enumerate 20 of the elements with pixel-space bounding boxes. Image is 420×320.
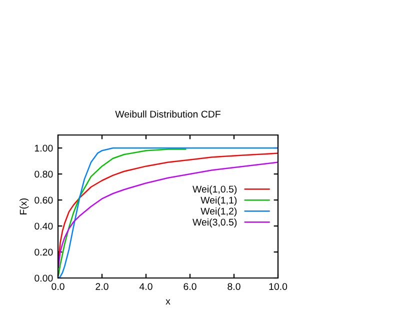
line-series: [58, 148, 186, 276]
y-tick-label: 0.60: [34, 196, 53, 204]
chart-title: Weibull Distribution CDF: [115, 110, 220, 118]
y-tick-label: 1.00: [34, 144, 53, 152]
legend-label: Wei(1,1): [200, 196, 237, 206]
x-axis-title: x: [166, 299, 170, 305]
y-tick-label: 0.00: [34, 274, 53, 282]
y-tick-label: 0.40: [34, 222, 53, 230]
x-tick-label: 2.0: [96, 283, 108, 290]
x-tick-label: 4.0: [139, 283, 152, 290]
y-tick-label: 0.80: [34, 170, 53, 178]
legend-label: Wei(1,2): [200, 207, 237, 217]
legend-label: Wei(3,0.5): [192, 218, 237, 228]
x-tick-label: 10.0: [269, 283, 288, 290]
x-tick-label: 6.0: [184, 283, 196, 290]
x-tick-label: 0.0: [52, 283, 64, 290]
legend-label: Wei(1,0.5): [192, 185, 237, 195]
x-tick-label: 8.0: [228, 283, 240, 290]
y-tick-label: 0.20: [34, 248, 53, 256]
y-axis-title: F(x): [20, 198, 29, 214]
